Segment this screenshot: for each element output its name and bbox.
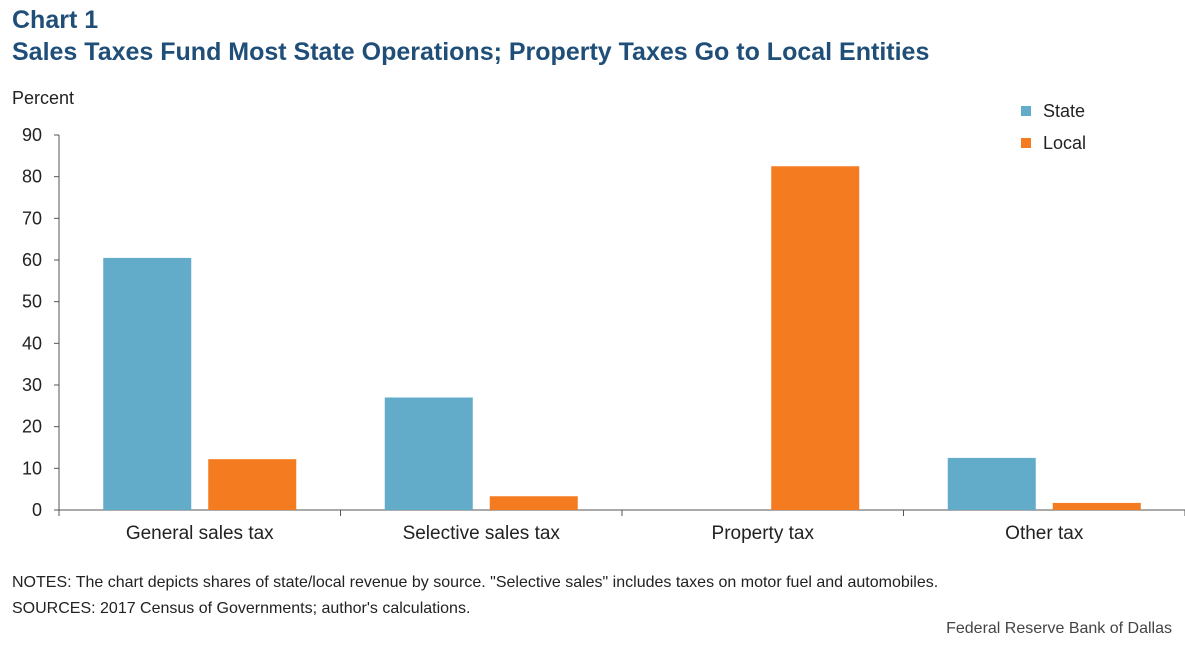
- y-tick-label: 0: [32, 500, 42, 520]
- footnotes: NOTES: The chart depicts shares of state…: [12, 570, 938, 622]
- legend-label-local: Local: [1043, 133, 1086, 153]
- x-tick-label: Selective sales tax: [403, 523, 561, 544]
- y-tick-label: 20: [22, 417, 42, 437]
- notes-text: NOTES: The chart depicts shares of state…: [12, 574, 939, 591]
- y-tick-label: 50: [22, 292, 42, 312]
- bar-state-other-tax: [947, 457, 1036, 510]
- chart-legend: State Local: [1021, 101, 1086, 153]
- bar-local-selective-sales-tax: [489, 496, 578, 510]
- legend-swatch-state: [1021, 106, 1031, 116]
- y-tick-label: 60: [22, 250, 42, 270]
- bar-local-property-tax: [771, 166, 860, 510]
- y-tick-label: 10: [22, 458, 42, 478]
- y-tick-label: 90: [22, 125, 42, 145]
- chart-axes: 0 10 20 30 40 50 60 70 80 90 General sales tax Sele…: [22, 125, 1185, 544]
- x-tick-label: Other tax: [1005, 523, 1084, 544]
- y-tick-label: 70: [22, 208, 42, 228]
- chart-number: Chart 1: [12, 6, 99, 34]
- bar-state-selective-sales-tax: [384, 397, 473, 510]
- sources-text: SOURCES: 2017 Census of Governments; aut…: [12, 600, 471, 617]
- y-axis-label: Percent: [12, 88, 74, 108]
- x-tick-label: Property tax: [712, 523, 815, 544]
- chart-bars: [103, 166, 1141, 510]
- bar-state-general-sales-tax: [103, 257, 192, 510]
- bar-local-general-sales-tax: [208, 459, 297, 510]
- source-credit: Federal Reserve Bank of Dallas: [946, 620, 1172, 637]
- x-tick-label: General sales tax: [126, 523, 274, 544]
- y-tick-label: 30: [22, 375, 42, 395]
- bar-local-other-tax: [1052, 502, 1141, 510]
- y-tick-label: 80: [22, 167, 42, 187]
- bar-chart: Percent 0 10 20 30 40 50 60 70 80 90 General sales…: [12, 88, 1185, 544]
- y-tick-label: 40: [22, 333, 42, 353]
- legend-label-state: State: [1043, 101, 1085, 121]
- legend-swatch-local: [1021, 138, 1031, 148]
- chart-title: Sales Taxes Fund Most State Operations; …: [12, 38, 930, 66]
